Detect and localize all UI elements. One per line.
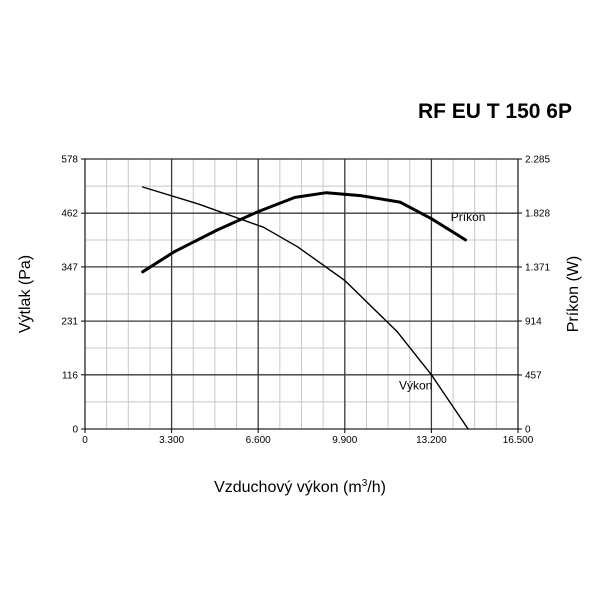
- y-right-tick-label: 2.285: [525, 155, 550, 166]
- y-right-tick-label: 1.828: [525, 209, 550, 220]
- x-tick-label: 0: [82, 435, 88, 446]
- series-line-vykon: [141, 186, 469, 430]
- y-right-tick-label: 457: [525, 371, 542, 382]
- x-tick-label: 13.200: [416, 435, 447, 446]
- series-label-prikon: Príkon: [451, 210, 486, 224]
- tick-layer: 0 3.300 6.600 9.900 13.200 16.500011623134746…: [61, 155, 550, 447]
- y-left-tick-label: 578: [61, 155, 78, 166]
- y-right-tick-label: 1.371: [525, 263, 550, 274]
- plot-frame: [84, 158, 519, 430]
- y-right-tick-label: 0: [525, 425, 531, 436]
- series-layer: Výkon Príkon: [141, 186, 486, 430]
- y-axis-title-left: Výtlak (Pa): [17, 255, 34, 333]
- y-left-tick-label: 116: [62, 370, 78, 381]
- minor-grid: [85, 159, 518, 429]
- x-tick-label: 6.600: [246, 435, 271, 446]
- y-left-tick-label: 231: [61, 317, 78, 328]
- y-axis-title-right: Príkon (W): [565, 256, 582, 332]
- y-left-tick-label: 462: [61, 209, 78, 220]
- x-tick-label: 3.300: [159, 435, 184, 446]
- y-right-tick-label: 914: [525, 317, 542, 328]
- x-axis-title: Vzduchový výkon (m3/h): [214, 478, 386, 496]
- series-line-prikon: [141, 191, 467, 274]
- chart-title: RF EU T 150 6P: [417, 100, 572, 123]
- series-label-vykon: Výkon: [399, 378, 432, 392]
- y-left-tick-label: 347: [61, 262, 78, 273]
- x-tick-label: 16.500: [503, 435, 534, 446]
- x-tick-label: 9.900: [332, 435, 357, 446]
- y-left-tick-label: 0: [72, 425, 78, 436]
